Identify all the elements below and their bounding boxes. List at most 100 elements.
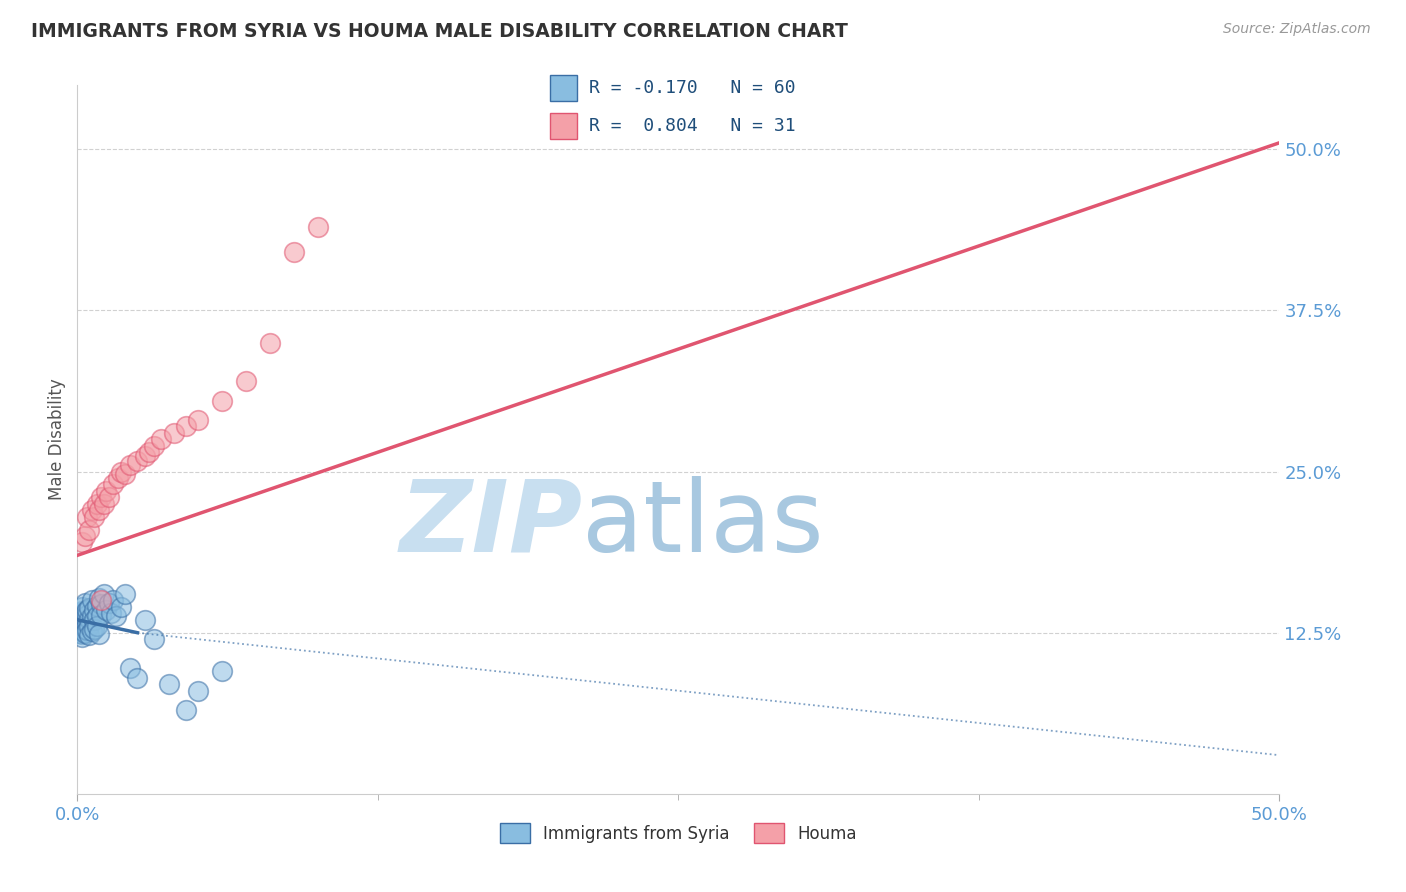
Point <box>96 483 118 498</box>
Point <box>70 621 93 635</box>
Point <box>93 587 115 601</box>
Point <box>235 374 257 388</box>
Bar <box>550 113 576 139</box>
Point <box>70 611 93 625</box>
Point <box>69 619 91 633</box>
Point <box>73 605 96 619</box>
Point <box>127 454 149 468</box>
Point <box>69 616 91 631</box>
Point <box>80 609 103 624</box>
Point <box>76 607 98 622</box>
Point <box>114 467 136 482</box>
Point <box>307 219 329 234</box>
Point <box>70 618 93 632</box>
Point <box>211 393 233 408</box>
Point <box>283 245 305 260</box>
Text: R =  0.804   N = 31: R = 0.804 N = 31 <box>589 118 796 136</box>
Point <box>76 602 98 616</box>
Point <box>134 613 156 627</box>
Point <box>79 619 101 633</box>
Point <box>73 596 96 610</box>
Point <box>70 627 93 641</box>
Point <box>76 616 98 631</box>
Point <box>73 625 96 640</box>
Point <box>162 425 184 440</box>
Point <box>83 602 105 616</box>
Point <box>73 529 96 543</box>
Text: IMMIGRANTS FROM SYRIA VS HOUMA MALE DISABILITY CORRELATION CHART: IMMIGRANTS FROM SYRIA VS HOUMA MALE DISA… <box>31 22 848 41</box>
Point <box>174 419 197 434</box>
Point <box>80 624 103 639</box>
Point <box>80 593 103 607</box>
Point <box>83 622 105 636</box>
Point <box>186 683 209 698</box>
Point <box>70 630 93 644</box>
Point <box>157 677 180 691</box>
Point <box>103 477 125 491</box>
Point <box>96 602 118 616</box>
Point <box>87 503 110 517</box>
Point <box>70 615 93 630</box>
Point <box>69 625 91 640</box>
Point <box>83 509 105 524</box>
Point <box>79 611 101 625</box>
Text: atlas: atlas <box>582 476 824 573</box>
Point <box>76 623 98 637</box>
Point <box>150 433 173 447</box>
Point <box>186 413 209 427</box>
Point <box>87 591 110 605</box>
Point <box>174 703 197 717</box>
Point <box>104 609 127 624</box>
Point <box>73 610 96 624</box>
Point <box>86 497 108 511</box>
Point <box>79 523 101 537</box>
Point <box>110 599 132 614</box>
Point <box>79 601 101 615</box>
Point <box>86 599 108 613</box>
Point <box>69 609 91 624</box>
Y-axis label: Male Disability: Male Disability <box>48 378 66 500</box>
Point <box>120 458 142 472</box>
Point <box>120 660 142 674</box>
Text: R = -0.170   N = 60: R = -0.170 N = 60 <box>589 78 796 96</box>
Legend: Immigrants from Syria, Houma: Immigrants from Syria, Houma <box>494 817 863 849</box>
Point <box>79 628 101 642</box>
Point <box>90 491 112 505</box>
Point <box>69 607 91 621</box>
Point <box>107 471 129 485</box>
Point <box>69 624 91 639</box>
Point <box>97 596 120 610</box>
Point <box>127 671 149 685</box>
Point <box>90 607 112 622</box>
Point <box>110 465 132 479</box>
Point <box>93 497 115 511</box>
Point <box>87 627 110 641</box>
Point <box>138 445 160 459</box>
Point <box>70 623 93 637</box>
Point <box>103 593 125 607</box>
Point <box>100 607 122 621</box>
Point <box>70 599 93 614</box>
Point <box>70 535 93 549</box>
Point <box>211 665 233 679</box>
Point <box>80 503 103 517</box>
Bar <box>550 75 576 101</box>
Point <box>259 335 281 350</box>
Point <box>69 613 91 627</box>
Point <box>73 614 96 628</box>
Point <box>114 587 136 601</box>
Text: ZIP: ZIP <box>399 476 582 573</box>
Point <box>83 613 105 627</box>
Point <box>76 509 98 524</box>
Point <box>134 449 156 463</box>
Point <box>97 491 120 505</box>
Text: Source: ZipAtlas.com: Source: ZipAtlas.com <box>1223 22 1371 37</box>
Point <box>143 439 166 453</box>
Point <box>69 622 91 636</box>
Point <box>73 622 96 636</box>
Point <box>90 598 112 612</box>
Point <box>86 619 108 633</box>
Point <box>143 632 166 647</box>
Point <box>90 593 112 607</box>
Point <box>86 609 108 624</box>
